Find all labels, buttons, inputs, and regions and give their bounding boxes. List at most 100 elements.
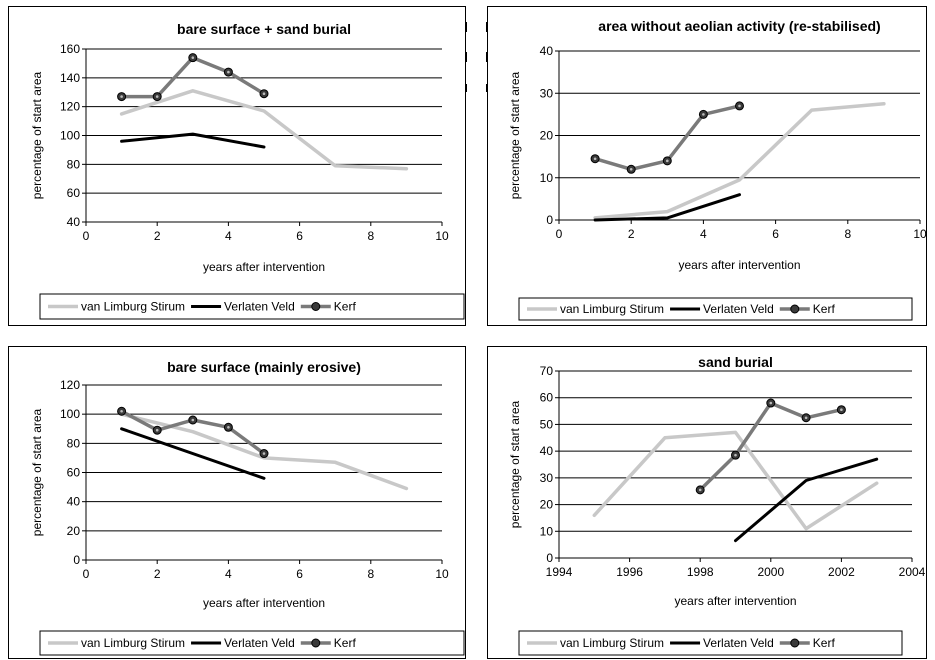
x-tick-label: 10 [913, 227, 927, 241]
data-point-center [227, 425, 230, 429]
x-tick-label: 1996 [616, 565, 643, 579]
series-line [593, 193, 741, 222]
y-tick-label: 0 [546, 551, 553, 565]
legend-marker [311, 638, 321, 648]
legend-label: van Limburg Stirum [560, 636, 664, 650]
data-point-center [593, 157, 597, 161]
data-point-center [769, 401, 773, 405]
series-line [119, 89, 409, 171]
x-tick-label: 4 [700, 227, 707, 241]
legend-label: Kerf [813, 302, 836, 316]
scan-artifact-line [486, 84, 488, 92]
legend-box [39, 293, 465, 320]
data-point-center [120, 409, 123, 413]
legend-label: Kerf [813, 636, 836, 650]
legend-marker [790, 304, 800, 314]
x-tick-label: 2004 [899, 565, 926, 579]
legend-box [518, 297, 913, 321]
data-point-center [698, 488, 702, 492]
x-tick-label: 10 [435, 229, 449, 243]
y-tick-label: 60 [67, 466, 81, 480]
legend-label: Verlaten Veld [224, 636, 295, 650]
series-line [120, 427, 266, 480]
legend-label: van Limburg Stirum [560, 302, 664, 316]
data-point-center [629, 168, 633, 171]
series-line [120, 132, 266, 149]
legend-marker [790, 638, 800, 648]
chart-svg-4: 0 10 20 30 40 50 60 70 1994 1996 1998 2000 2002 2004 s… [508, 354, 926, 656]
y-tick-label: 50 [540, 417, 554, 431]
scan-artifact-line [465, 84, 467, 92]
scan-artifact-line [465, 52, 467, 62]
x-tick-label: 1994 [546, 565, 573, 579]
x-axis-label: years after intervention [674, 594, 796, 608]
data-point-center [734, 453, 737, 457]
y-tick-label: 120 [60, 100, 80, 114]
y-axis-label: percentage of start area [30, 408, 44, 536]
y-tick-label: 70 [540, 364, 554, 378]
chart-title: bare surface (mainly erosive) [167, 359, 361, 375]
y-tick-label: 140 [60, 71, 80, 85]
y-tick-label: 80 [67, 436, 81, 450]
chart-panel-4: 0 10 20 30 40 50 60 70 1994 1996 1998 2000 2002 2004 s… [487, 346, 927, 659]
x-tick-label: 2 [628, 227, 635, 241]
y-tick-label: 20 [67, 524, 81, 538]
data-point-center [155, 95, 159, 98]
x-tick-label: 10 [435, 567, 449, 581]
y-tick-label: 40 [540, 44, 554, 58]
legend-box [39, 630, 465, 656]
x-tick-label: 0 [83, 567, 90, 581]
y-tick-label: 160 [60, 42, 80, 56]
x-tick-label: 6 [296, 229, 303, 243]
data-point-center [738, 104, 741, 108]
x-tick-label: 6 [772, 227, 779, 241]
x-tick-label: 8 [367, 229, 374, 243]
x-tick-label: 2 [154, 567, 161, 581]
x-tick-label: 2000 [757, 565, 784, 579]
x-axis-label: years after intervention [203, 260, 325, 274]
x-tick-label: 4 [225, 567, 232, 581]
chart-panel-2: 0 10 20 30 40 0 2 4 6 8 10 area without aeolian act… [487, 6, 927, 326]
y-axis-label: percentage of start area [30, 71, 44, 199]
y-tick-label: 0 [73, 553, 80, 567]
y-tick-label: 10 [540, 524, 554, 538]
y-tick-label: 30 [540, 471, 554, 485]
data-point-center [804, 416, 808, 420]
data-point-center [227, 70, 230, 74]
scan-artifact-line [486, 52, 488, 62]
x-tick-label: 2 [154, 229, 161, 243]
chart-svg-2: 0 10 20 30 40 0 2 4 6 8 10 area without aeolian act… [508, 18, 927, 321]
chart-panel-3: 0 20 40 60 80 100 120 0 2 4 6 8 10 bare surface (main… [8, 346, 466, 659]
series-line [593, 102, 886, 220]
legend-label: Kerf [334, 636, 357, 650]
y-tick-label: 10 [540, 171, 554, 185]
chart-title: sand burial [698, 354, 773, 370]
data-point-center [262, 452, 266, 455]
data-point-center [191, 418, 195, 422]
legend-label: Verlaten Veld [224, 300, 295, 314]
chart-title: area without aeolian activity (re-stabil… [598, 18, 880, 34]
data-point-center [120, 95, 123, 98]
data-point-center [666, 159, 669, 163]
x-tick-label: 8 [367, 567, 374, 581]
y-tick-label: 100 [60, 129, 80, 143]
x-tick-label: 1998 [687, 565, 714, 579]
scan-artifact-line [486, 22, 488, 32]
x-axis-label: years after intervention [203, 596, 325, 610]
x-axis-label: years after intervention [678, 258, 800, 272]
chart-svg-1: 40 60 80 100 120 140 160 0 2 4 6 8 10 bare surface + … [30, 21, 465, 320]
series-line [592, 430, 879, 531]
y-tick-label: 100 [60, 407, 80, 421]
data-point-center [262, 92, 266, 95]
legend-box [518, 630, 903, 656]
scan-artifact-line [465, 22, 467, 32]
y-tick-label: 80 [67, 157, 81, 171]
legend-label: Verlaten Veld [703, 302, 774, 316]
chart-panel-1: 40 60 80 100 120 140 160 0 2 4 6 8 10 bare surface + … [8, 6, 466, 326]
y-tick-label: 120 [60, 378, 80, 392]
y-tick-label: 20 [540, 129, 554, 143]
y-tick-label: 40 [67, 215, 81, 229]
series-line [734, 457, 879, 543]
y-tick-label: 40 [540, 444, 554, 458]
data-point-center [840, 408, 843, 412]
